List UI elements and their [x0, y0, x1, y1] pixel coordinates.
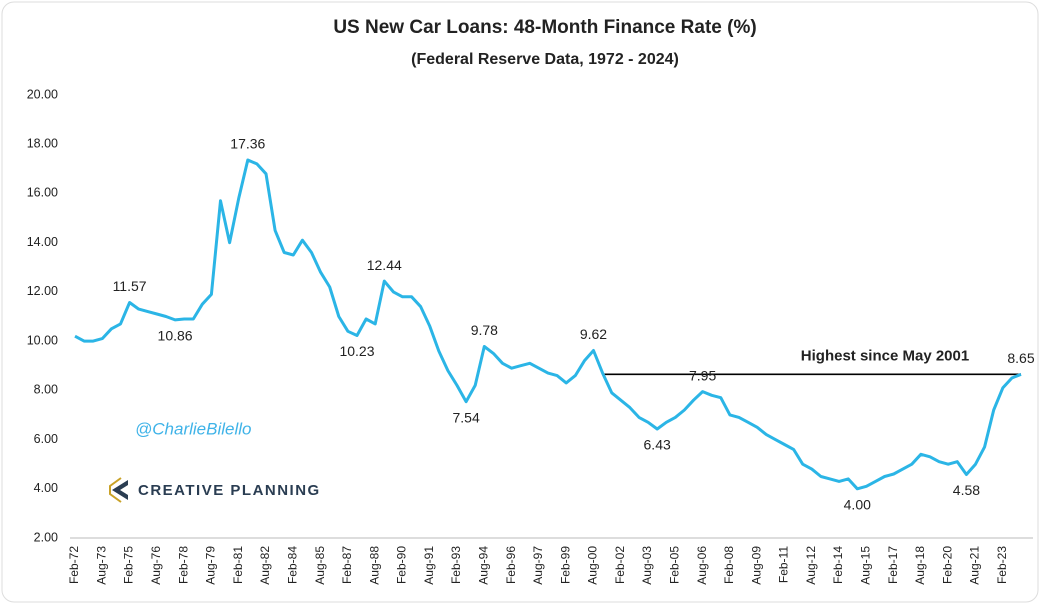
x-tick-label: Feb-23: [995, 546, 1009, 584]
x-tick-label: Aug-88: [367, 546, 381, 585]
x-tick-label: Feb-84: [285, 546, 299, 584]
x-tick-label: Feb-02: [613, 546, 627, 584]
y-tick-label: 18.00: [27, 137, 58, 151]
x-tick-label: Feb-05: [668, 546, 682, 584]
x-tick-label: Feb-93: [449, 546, 463, 584]
x-tick-label: Aug-76: [149, 546, 163, 585]
y-tick-label: 14.00: [27, 235, 58, 249]
x-tick-label: Feb-20: [940, 546, 954, 584]
x-tick-label: Aug-94: [476, 546, 490, 585]
x-tick-label: Feb-90: [395, 546, 409, 584]
data-label: 8.65: [1007, 350, 1034, 366]
x-tick-label: Feb-08: [722, 546, 736, 584]
data-label: 12.44: [367, 257, 402, 273]
watermark: @CharlieBilello: [135, 419, 251, 438]
x-tick-label: Aug-85: [313, 546, 327, 585]
x-tick-label: Aug-91: [422, 546, 436, 585]
data-label: 4.00: [844, 496, 871, 512]
logo-icon: [109, 477, 128, 503]
data-label: 10.86: [158, 328, 193, 344]
data-label: 6.43: [644, 437, 671, 453]
y-tick-label: 16.00: [27, 186, 58, 200]
data-label: 7.95: [689, 367, 716, 383]
line: [74, 158, 1022, 491]
x-tick-label: Aug-15: [859, 546, 873, 585]
data-label: 10.23: [339, 343, 374, 359]
y-tick-label: 6.00: [34, 432, 58, 446]
x-tick-label: Aug-09: [749, 546, 763, 585]
x-tick-label: Feb-96: [504, 546, 518, 584]
chart-subtitle: (Federal Reserve Data, 1972 - 2024): [411, 51, 679, 68]
x-tick-label: Feb-87: [340, 546, 354, 584]
x-tick-label: Aug-79: [204, 546, 218, 585]
data-label: 7.54: [453, 409, 480, 425]
data-label: 4.58: [953, 482, 980, 498]
y-tick-label: 2.00: [34, 530, 58, 544]
x-tick-label: Feb-78: [176, 546, 190, 584]
logo-text: CREATIVE PLANNING: [138, 482, 321, 499]
data-label: 17.36: [230, 136, 265, 152]
x-tick-label: Aug-18: [913, 546, 927, 585]
x-tick-label: Aug-82: [258, 546, 272, 585]
x-tick-label: Aug-21: [968, 546, 982, 585]
annotation: Highest since May 2001: [801, 347, 969, 364]
x-tick-label: Feb-14: [831, 546, 845, 584]
x-tick-label: Feb-11: [777, 546, 791, 583]
x-tick-label: Aug-03: [640, 546, 654, 585]
x-tick-label: Feb-72: [67, 546, 81, 584]
x-tick-label: Aug-97: [531, 546, 545, 585]
data-label: 9.78: [471, 322, 498, 338]
x-tick-label: Feb-81: [231, 546, 245, 584]
y-tick-label: 10.00: [27, 333, 58, 347]
x-tick-label: Aug-73: [94, 546, 108, 585]
x-tick-label: Feb-99: [558, 546, 572, 584]
data-label: 9.62: [580, 326, 607, 342]
y-tick-label: 8.00: [34, 383, 58, 397]
y-tick-label: 20.00: [27, 87, 58, 101]
chart-title: US New Car Loans: 48-Month Finance Rate …: [333, 17, 756, 38]
x-tick-label: Aug-06: [695, 546, 709, 585]
x-tick-label: Aug-00: [586, 546, 600, 585]
y-tick-label: 12.00: [27, 284, 58, 298]
data-label: 11.57: [113, 278, 147, 294]
x-tick-label: Feb-17: [886, 546, 900, 584]
y-tick-label: 4.00: [34, 481, 58, 495]
x-tick-label: Aug-12: [804, 546, 818, 585]
x-tick-label: Feb-75: [122, 546, 136, 584]
